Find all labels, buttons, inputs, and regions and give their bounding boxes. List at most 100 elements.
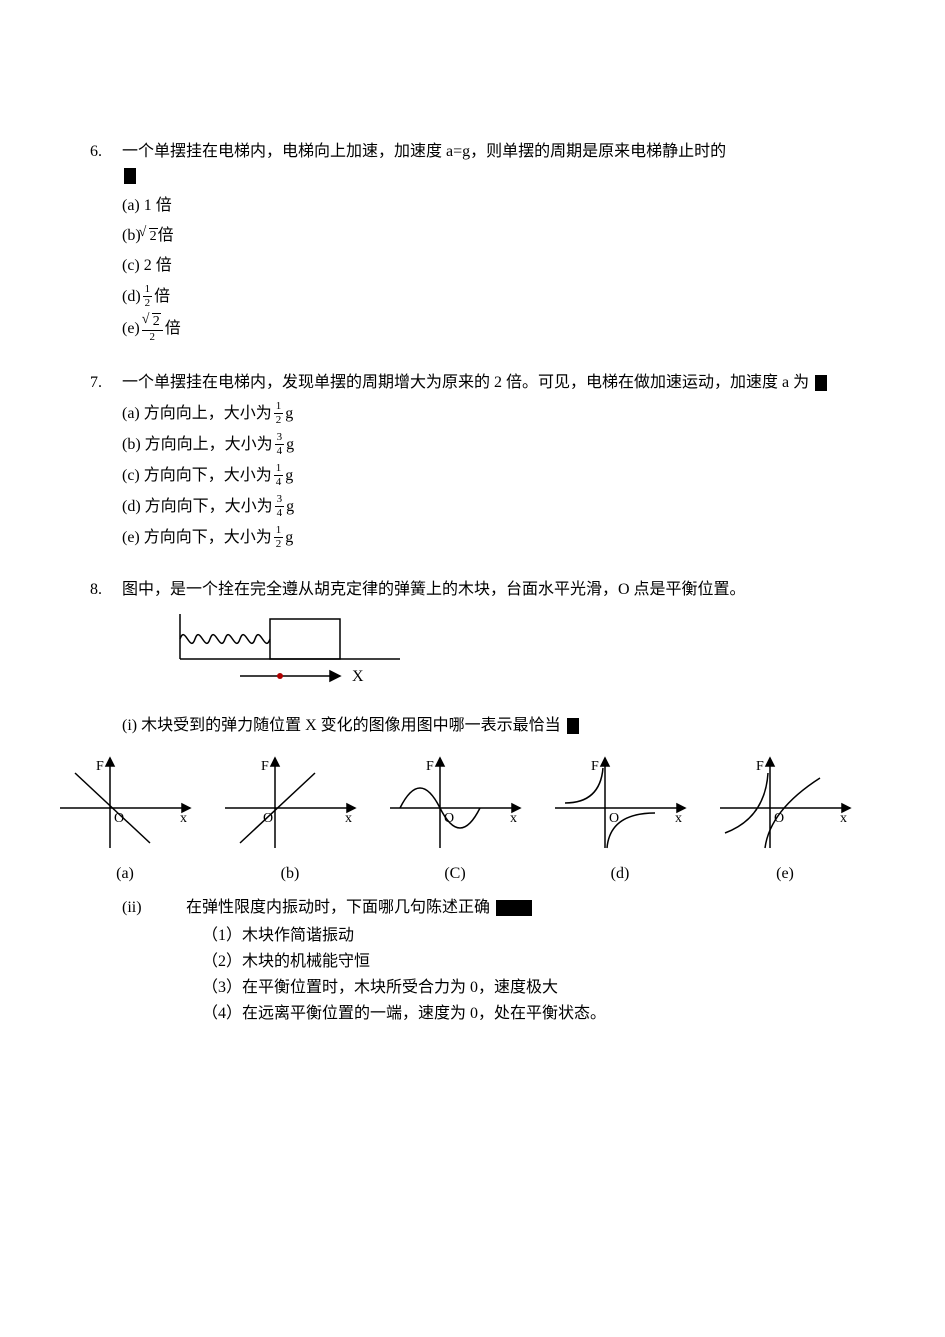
opt-post: g <box>286 495 294 519</box>
graph-e: F O x (e) <box>710 748 860 886</box>
graph-e-label: (e) <box>710 862 860 886</box>
graph-c-svg: F O x <box>380 748 530 858</box>
q6-opt-b: (b) 2 倍 <box>122 224 855 248</box>
fraction: 12 <box>143 284 153 309</box>
graph-d-svg: F O x <box>545 748 695 858</box>
opt-post: g <box>285 464 293 488</box>
q6-opt-c: (c) 2 倍 <box>122 254 855 278</box>
num: 1 <box>274 463 284 476</box>
axis-x: x <box>345 811 352 826</box>
axis-x: x <box>675 811 682 826</box>
graph-b-svg: F O x <box>215 748 365 858</box>
fraction: 34 <box>275 432 285 457</box>
opt-post: 倍 <box>165 317 181 341</box>
statement-2: （2）木块的机械能守恒 <box>202 950 855 974</box>
page: 6. 一个单摆挂在电梯内，电梯向上加速，加速度 a=g，则单摆的周期是原来电梯静… <box>0 0 945 1114</box>
graph-a: F O x (a) <box>50 748 200 886</box>
axis-O: O <box>444 811 454 826</box>
graph-a-label: (a) <box>50 862 200 886</box>
graph-d-label: (d) <box>545 862 695 886</box>
den: 4 <box>275 507 285 519</box>
q7-opt-a: (a) 方向向上，大小为 12 g <box>122 401 855 426</box>
opt-pre: (b) 方向向上，大小为 <box>122 433 273 457</box>
den: 2 <box>143 297 153 309</box>
q7-opt-d: (d) 方向向下，大小为 34 g <box>122 494 855 519</box>
q8-part-i: (i) 木块受到的弹力随位置 X 变化的图像用图中哪一表示最恰当 <box>122 714 855 738</box>
opt-pre: (d) 方向向下，大小为 <box>122 495 273 519</box>
q8-stem: 8. 图中，是一个拴在完全遵从胡克定律的弹簧上的木块，台面水平光滑，O 点是平衡… <box>90 578 855 602</box>
opt-pre: (c) 方向向下，大小为 <box>122 464 272 488</box>
blank-box <box>815 375 827 391</box>
question-8: 8. 图中，是一个拴在完全遵从胡克定律的弹簧上的木块，台面水平光滑，O 点是平衡… <box>90 578 855 1026</box>
q7-stem-text: 一个单摆挂在电梯内，发现单摆的周期增大为原来的 2 倍。可见，电梯在做加速运动，… <box>122 374 809 391</box>
axis-x: x <box>840 811 847 826</box>
spring-block-svg: X <box>170 614 410 694</box>
opt-text: (c) 2 倍 <box>122 254 172 278</box>
opt-post: g <box>285 402 293 426</box>
num: 3 <box>275 432 285 445</box>
question-7: 7. 一个单摆挂在电梯内，发现单摆的周期增大为原来的 2 倍。可见，电梯在做加速… <box>90 371 855 550</box>
q8-part-ii: (ii) 在弹性限度内振动时，下面哪几句陈述正确 <box>122 896 855 920</box>
opt-pre: (a) 方向向上，大小为 <box>122 402 272 426</box>
num: 1 <box>274 401 284 414</box>
q6-number: 6. <box>90 140 122 188</box>
axis-F: F <box>261 759 269 774</box>
sqrt-icon: 2 <box>141 224 158 248</box>
opt-pre: (e) <box>122 317 140 341</box>
radicand: 2 <box>152 313 161 329</box>
opt-text: (a) 1 倍 <box>122 194 172 218</box>
opt-pre: (d) <box>122 285 141 309</box>
fraction: 14 <box>274 463 284 488</box>
graph-c-label: (C) <box>380 862 530 886</box>
opt-pre: (e) 方向向下，大小为 <box>122 526 272 550</box>
sqrt-icon: 2 <box>144 315 161 329</box>
q6-opt-a: (a) 1 倍 <box>122 194 855 218</box>
blank-box <box>567 718 579 734</box>
fraction: 12 <box>274 401 284 426</box>
spring-block-figure: X <box>170 614 855 702</box>
q6-opt-d: (d) 12 倍 <box>122 284 855 309</box>
radicand: 2 <box>149 228 158 244</box>
blank-box <box>496 900 532 916</box>
fraction: 12 <box>274 525 284 550</box>
den: 4 <box>274 476 284 488</box>
blank-box <box>124 168 136 184</box>
q7-opt-c: (c) 方向向下，大小为 14 g <box>122 463 855 488</box>
num: 1 <box>274 525 284 538</box>
q8-number: 8. <box>90 578 122 602</box>
graph-b-label: (b) <box>215 862 365 886</box>
axis-x: x <box>180 811 187 826</box>
opt-post: g <box>286 433 294 457</box>
statement-3: （3）在平衡位置时，木块所受合力为 0，速度极大 <box>202 976 855 1000</box>
num: 3 <box>275 494 285 507</box>
part-i-text: (i) 木块受到的弹力随位置 X 变化的图像用图中哪一表示最恰当 <box>122 717 561 734</box>
graph-d: F O x (d) <box>545 748 695 886</box>
graph-c: F O x (C) <box>380 748 530 886</box>
axis-x: x <box>510 811 517 826</box>
axis-F: F <box>96 759 104 774</box>
q7-opt-b: (b) 方向向上，大小为 34 g <box>122 432 855 457</box>
num: 2 <box>142 315 163 331</box>
q6-opt-e: (e) 2 2 倍 <box>122 315 855 343</box>
axis-O: O <box>114 811 124 826</box>
q6-stem-text: 一个单摆挂在电梯内，电梯向上加速，加速度 a=g，则单摆的周期是原来电梯静止时的 <box>122 143 726 160</box>
axis-O: O <box>263 811 273 826</box>
part-ii-label: (ii) <box>122 896 182 920</box>
question-6: 6. 一个单摆挂在电梯内，电梯向上加速，加速度 a=g，则单摆的周期是原来电梯静… <box>90 140 855 343</box>
q6-options: (a) 1 倍 (b) 2 倍 (c) 2 倍 (d) 12 倍 (e) 2 2… <box>122 194 855 343</box>
q8-stem-text: 图中，是一个拴在完全遵从胡克定律的弹簧上的木块，台面水平光滑，O 点是平衡位置。 <box>122 578 855 602</box>
num: 1 <box>143 284 153 297</box>
opt-post: g <box>285 526 293 550</box>
q8-part-ii-statements: （1）木块作简谐振动 （2）木块的机械能守恒 （3）在平衡位置时，木块所受合力为… <box>202 924 855 1026</box>
statement-4: （4）在远离平衡位置的一端，速度为 0，处在平衡状态。 <box>202 1002 855 1026</box>
den: 2 <box>274 538 284 550</box>
opt-post: 倍 <box>158 224 174 248</box>
part-ii-text: 在弹性限度内振动时，下面哪几句陈述正确 <box>186 899 490 916</box>
graph-options-row: F O x (a) F O x (b) <box>50 748 860 886</box>
graph-e-svg: F O x <box>710 748 860 858</box>
statement-1: （1）木块作简谐振动 <box>202 924 855 948</box>
q7-stem: 7. 一个单摆挂在电梯内，发现单摆的周期增大为原来的 2 倍。可见，电梯在做加速… <box>90 371 855 395</box>
axis-F: F <box>426 759 434 774</box>
q6-stem: 6. 一个单摆挂在电梯内，电梯向上加速，加速度 a=g，则单摆的周期是原来电梯静… <box>90 140 855 188</box>
den: 4 <box>275 445 285 457</box>
